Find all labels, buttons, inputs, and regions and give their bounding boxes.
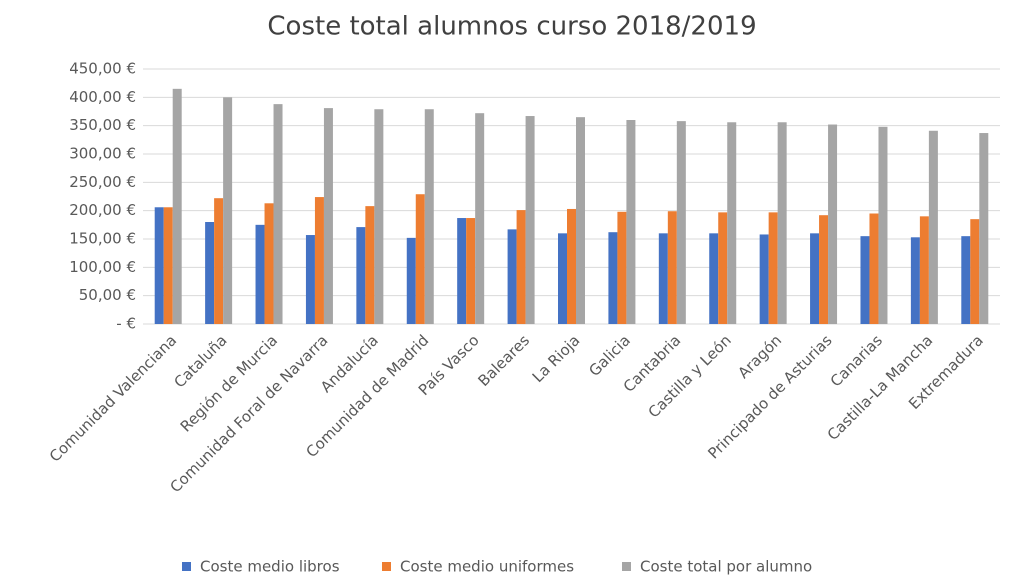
bar [314, 197, 324, 324]
bar [558, 233, 567, 324]
bar [667, 211, 677, 324]
bar [961, 236, 971, 324]
bar [406, 237, 416, 324]
bar [626, 120, 636, 324]
x-tick-label: La Rioja [529, 331, 584, 386]
bar [223, 97, 233, 324]
bar [154, 207, 164, 324]
bar [323, 108, 333, 324]
legend-swatch [382, 562, 391, 571]
y-tick-label: 250,00 € [69, 173, 136, 191]
legend-swatch [622, 562, 631, 571]
bar [718, 212, 728, 324]
y-tick-label: 400,00 € [69, 88, 136, 106]
bar [676, 121, 686, 324]
y-tick-label: 300,00 € [69, 145, 136, 163]
x-tick-label: Comunidad Valenciana [46, 331, 180, 465]
x-tick-label: Baleares [474, 331, 533, 390]
bar [264, 203, 274, 324]
legend-label: Coste total por alumno [640, 558, 812, 576]
legend-label: Coste medio uniformes [400, 558, 574, 576]
bar [507, 229, 517, 324]
x-tick-label: Galicia [585, 331, 634, 380]
y-tick-label: 100,00 € [69, 258, 136, 276]
bar [424, 109, 434, 324]
bar [608, 232, 618, 324]
bar [457, 218, 467, 324]
legend-swatch [182, 562, 191, 571]
bar [172, 88, 182, 324]
y-tick-label: - € [116, 315, 136, 333]
bar [356, 227, 366, 324]
bar [768, 212, 778, 324]
y-tick-label: 50,00 € [79, 286, 136, 304]
bar [374, 109, 384, 324]
bar [415, 194, 425, 324]
bar [214, 198, 224, 324]
bar [828, 124, 838, 325]
bar [365, 206, 375, 324]
bar [255, 224, 265, 324]
bar [466, 218, 476, 324]
bar [919, 216, 929, 324]
bar [273, 104, 283, 324]
bar [475, 113, 485, 324]
bar [970, 219, 980, 324]
bar [979, 133, 989, 324]
bar [910, 237, 920, 324]
bar [525, 116, 535, 325]
bar [516, 210, 526, 324]
bar [819, 215, 829, 324]
y-tick-label: 200,00 € [69, 201, 136, 219]
y-tick-label: 450,00 € [69, 60, 136, 78]
bar [928, 130, 938, 324]
bar [617, 211, 627, 324]
bar [727, 122, 737, 325]
x-tick-label: Aragón [734, 331, 785, 382]
bar [576, 117, 585, 325]
bar [869, 213, 879, 324]
bar [860, 236, 870, 324]
bar [777, 122, 787, 325]
chart-title: Coste total alumnos curso 2018/2019 [267, 12, 756, 42]
bar [163, 207, 173, 324]
legend-label: Coste medio libros [200, 558, 340, 576]
bar [305, 235, 315, 324]
bar [759, 234, 769, 324]
bar [567, 208, 576, 324]
bar [878, 126, 888, 324]
y-tick-label: 350,00 € [69, 116, 136, 134]
bar [709, 233, 719, 324]
bar [205, 222, 215, 324]
bar [810, 233, 820, 324]
bar [658, 233, 668, 324]
y-tick-label: 150,00 € [69, 230, 136, 248]
